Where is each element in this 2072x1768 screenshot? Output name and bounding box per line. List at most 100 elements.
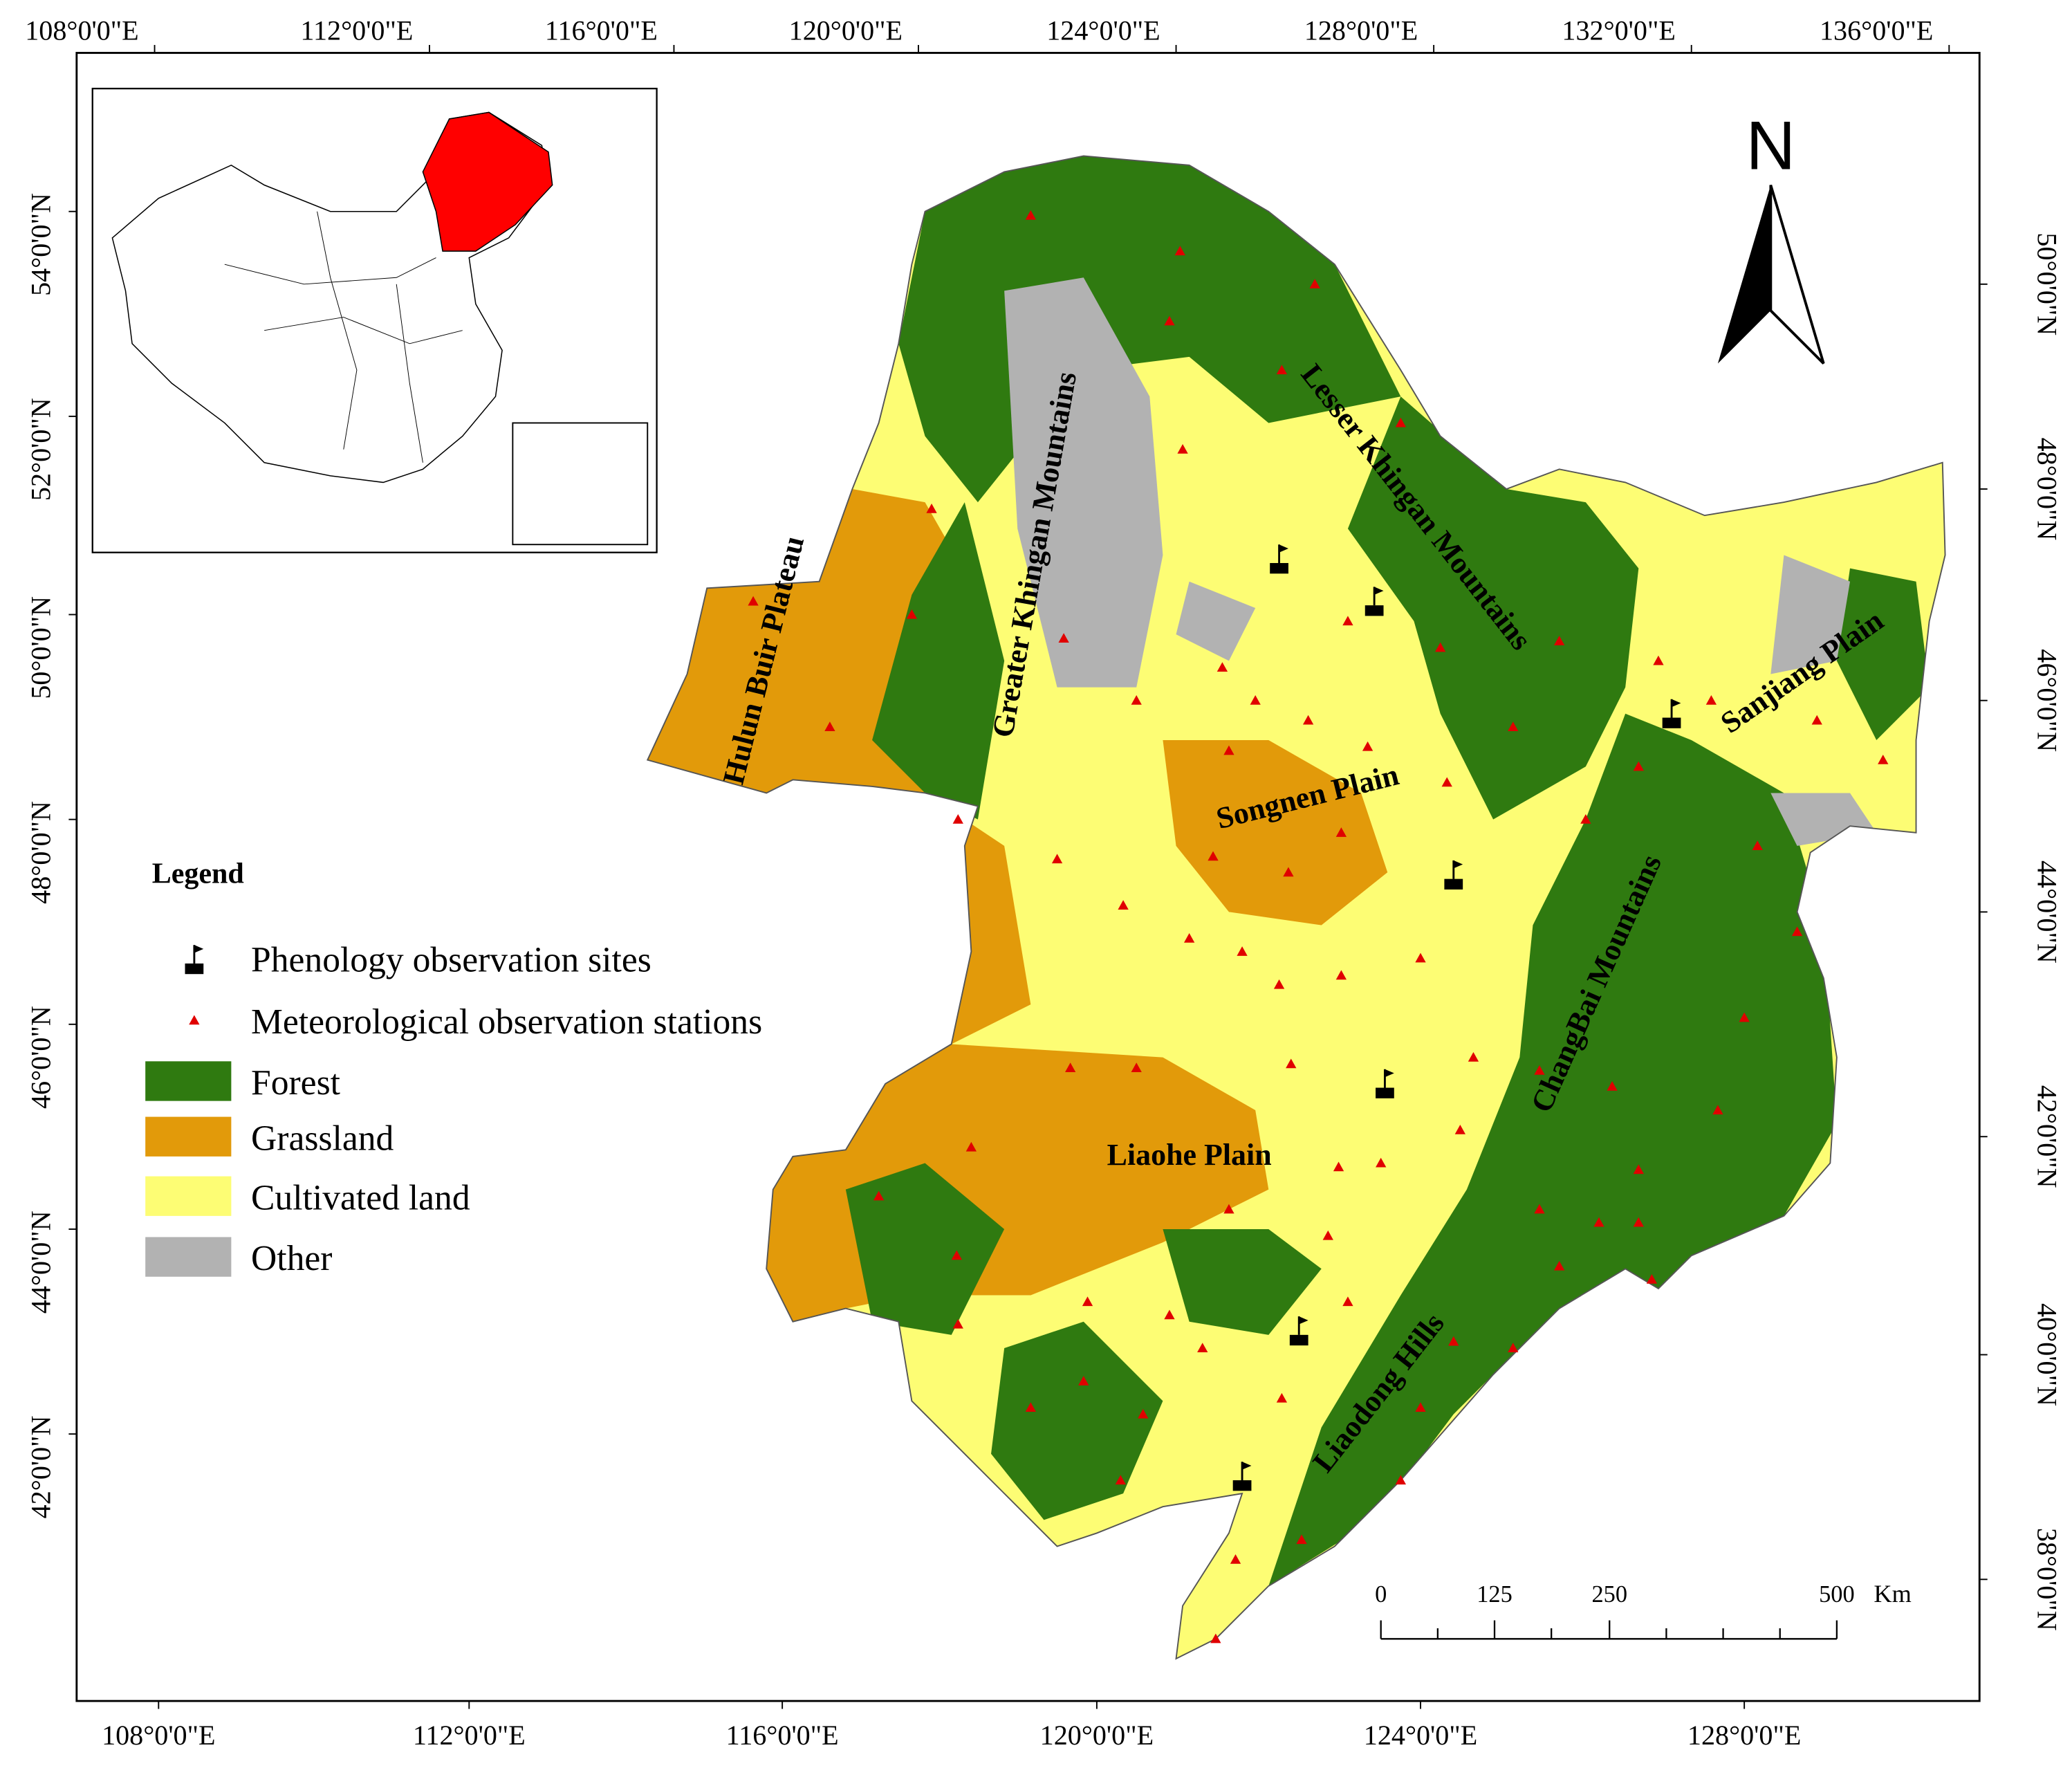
station [1223, 1204, 1234, 1214]
station [1508, 721, 1519, 732]
north-arrow: N [1717, 108, 1825, 365]
station [1065, 1062, 1076, 1072]
land-layers [647, 156, 1945, 1659]
station [1415, 952, 1426, 963]
station [1322, 1230, 1333, 1240]
legend-swatch [145, 1116, 232, 1157]
station [1164, 315, 1175, 326]
station [906, 609, 918, 619]
station [1878, 755, 1889, 764]
bottom-lon-label: 112°0'0"E [413, 1720, 526, 1751]
map-frame [75, 52, 1981, 1702]
left-lat-label: 46°0'0"N [26, 1006, 57, 1109]
station [1082, 1296, 1093, 1307]
site-flag [1299, 1316, 1308, 1325]
bottom-lon-label: 108°0'0"E [102, 1720, 215, 1751]
station [952, 1318, 963, 1329]
site-flag [1385, 1069, 1394, 1078]
station [1362, 741, 1373, 751]
site-flag [1279, 544, 1288, 553]
left-lat-label: 52°0'0"N [26, 398, 57, 501]
station [952, 814, 963, 824]
legend-title: Legend [152, 858, 244, 890]
region-outline [646, 155, 1946, 1660]
forest-area [872, 502, 1005, 820]
top-lon-label: 136°0'0"E [1820, 15, 1933, 46]
station [1118, 900, 1129, 910]
site-base [1444, 878, 1463, 890]
phenology-site [1365, 587, 1384, 616]
phenology-site [1444, 860, 1463, 890]
top-lon-label: 112°0'0"E [300, 15, 413, 46]
station [1633, 1164, 1644, 1175]
south-sea-box [512, 422, 649, 546]
forest-area [1836, 568, 1930, 741]
station [1752, 840, 1763, 850]
station [1534, 1204, 1545, 1214]
left-lat-label: 48°0'0"N [26, 801, 57, 904]
right-lat-label: 44°0'0"N [2031, 860, 2062, 964]
bottom-lon-label: 128°0'0"E [1687, 1720, 1801, 1751]
scale-label: 500 [1819, 1581, 1855, 1608]
site-flag [194, 945, 204, 953]
station [1217, 662, 1228, 672]
station [1342, 616, 1353, 626]
right-lat-label: 42°0'0"N [2031, 1085, 2062, 1188]
site-base [1365, 605, 1384, 616]
bottom-lon-label: 116°0'0"E [726, 1720, 839, 1751]
station [1593, 1217, 1604, 1227]
forest-area [845, 1163, 1005, 1335]
right-lat-label: 50°0'0"N [2031, 232, 2062, 335]
top-lon-label: 132°0'0"E [1562, 15, 1675, 46]
forest-area [1347, 396, 1639, 820]
station [1138, 1408, 1149, 1419]
station [1554, 1260, 1565, 1271]
legend: Legend Phenology observation sites Meteoro… [145, 858, 762, 1278]
station [1376, 1157, 1387, 1168]
station [1296, 1534, 1307, 1545]
station [873, 1190, 885, 1201]
province-border [396, 284, 423, 463]
grassland-area [1163, 740, 1388, 926]
top-lon-label: 120°0'0"E [789, 15, 903, 46]
region-label: Liaohe Plain [1107, 1138, 1272, 1172]
phenology-site [1289, 1316, 1308, 1346]
station [1395, 1475, 1406, 1485]
top-lon-label: 124°0'0"E [1046, 15, 1160, 46]
station [1078, 1376, 1089, 1385]
station [1131, 695, 1142, 705]
arrow-left [1717, 185, 1771, 364]
station [1646, 1273, 1658, 1284]
station [1302, 715, 1314, 725]
phenology-site [1270, 544, 1288, 574]
province-border [224, 257, 436, 285]
forest-area [1268, 713, 1837, 1586]
station [1273, 979, 1285, 989]
right-lat-label: 48°0'0"N [2031, 438, 2062, 541]
province-border [317, 211, 358, 450]
left-lat-label: 54°0'0"N [26, 193, 57, 296]
legend-swatch [145, 1176, 232, 1216]
site-base [185, 963, 204, 975]
inset [91, 87, 658, 553]
legend-label: Grassland [251, 1118, 394, 1158]
station [1712, 1105, 1723, 1115]
top-lon-label: 108°0'0"E [25, 15, 138, 46]
station [1210, 1633, 1221, 1643]
top-lon-label: 116°0'0"E [545, 15, 658, 46]
station [1508, 1343, 1519, 1353]
scale-label: 0 [1375, 1581, 1387, 1608]
top-lon-label: 128°0'0"E [1304, 15, 1418, 46]
station [1534, 1065, 1545, 1075]
station [1223, 745, 1234, 755]
site-base [1270, 562, 1288, 574]
station [951, 1250, 962, 1260]
station [1454, 1125, 1465, 1134]
scale-unit: Km [1874, 1580, 1911, 1608]
legend-label: Meteorological observation stations [251, 1002, 762, 1042]
site-flag [1672, 699, 1681, 708]
station [1653, 655, 1664, 665]
station [1208, 851, 1219, 861]
station [1435, 642, 1446, 652]
station [965, 1141, 977, 1152]
